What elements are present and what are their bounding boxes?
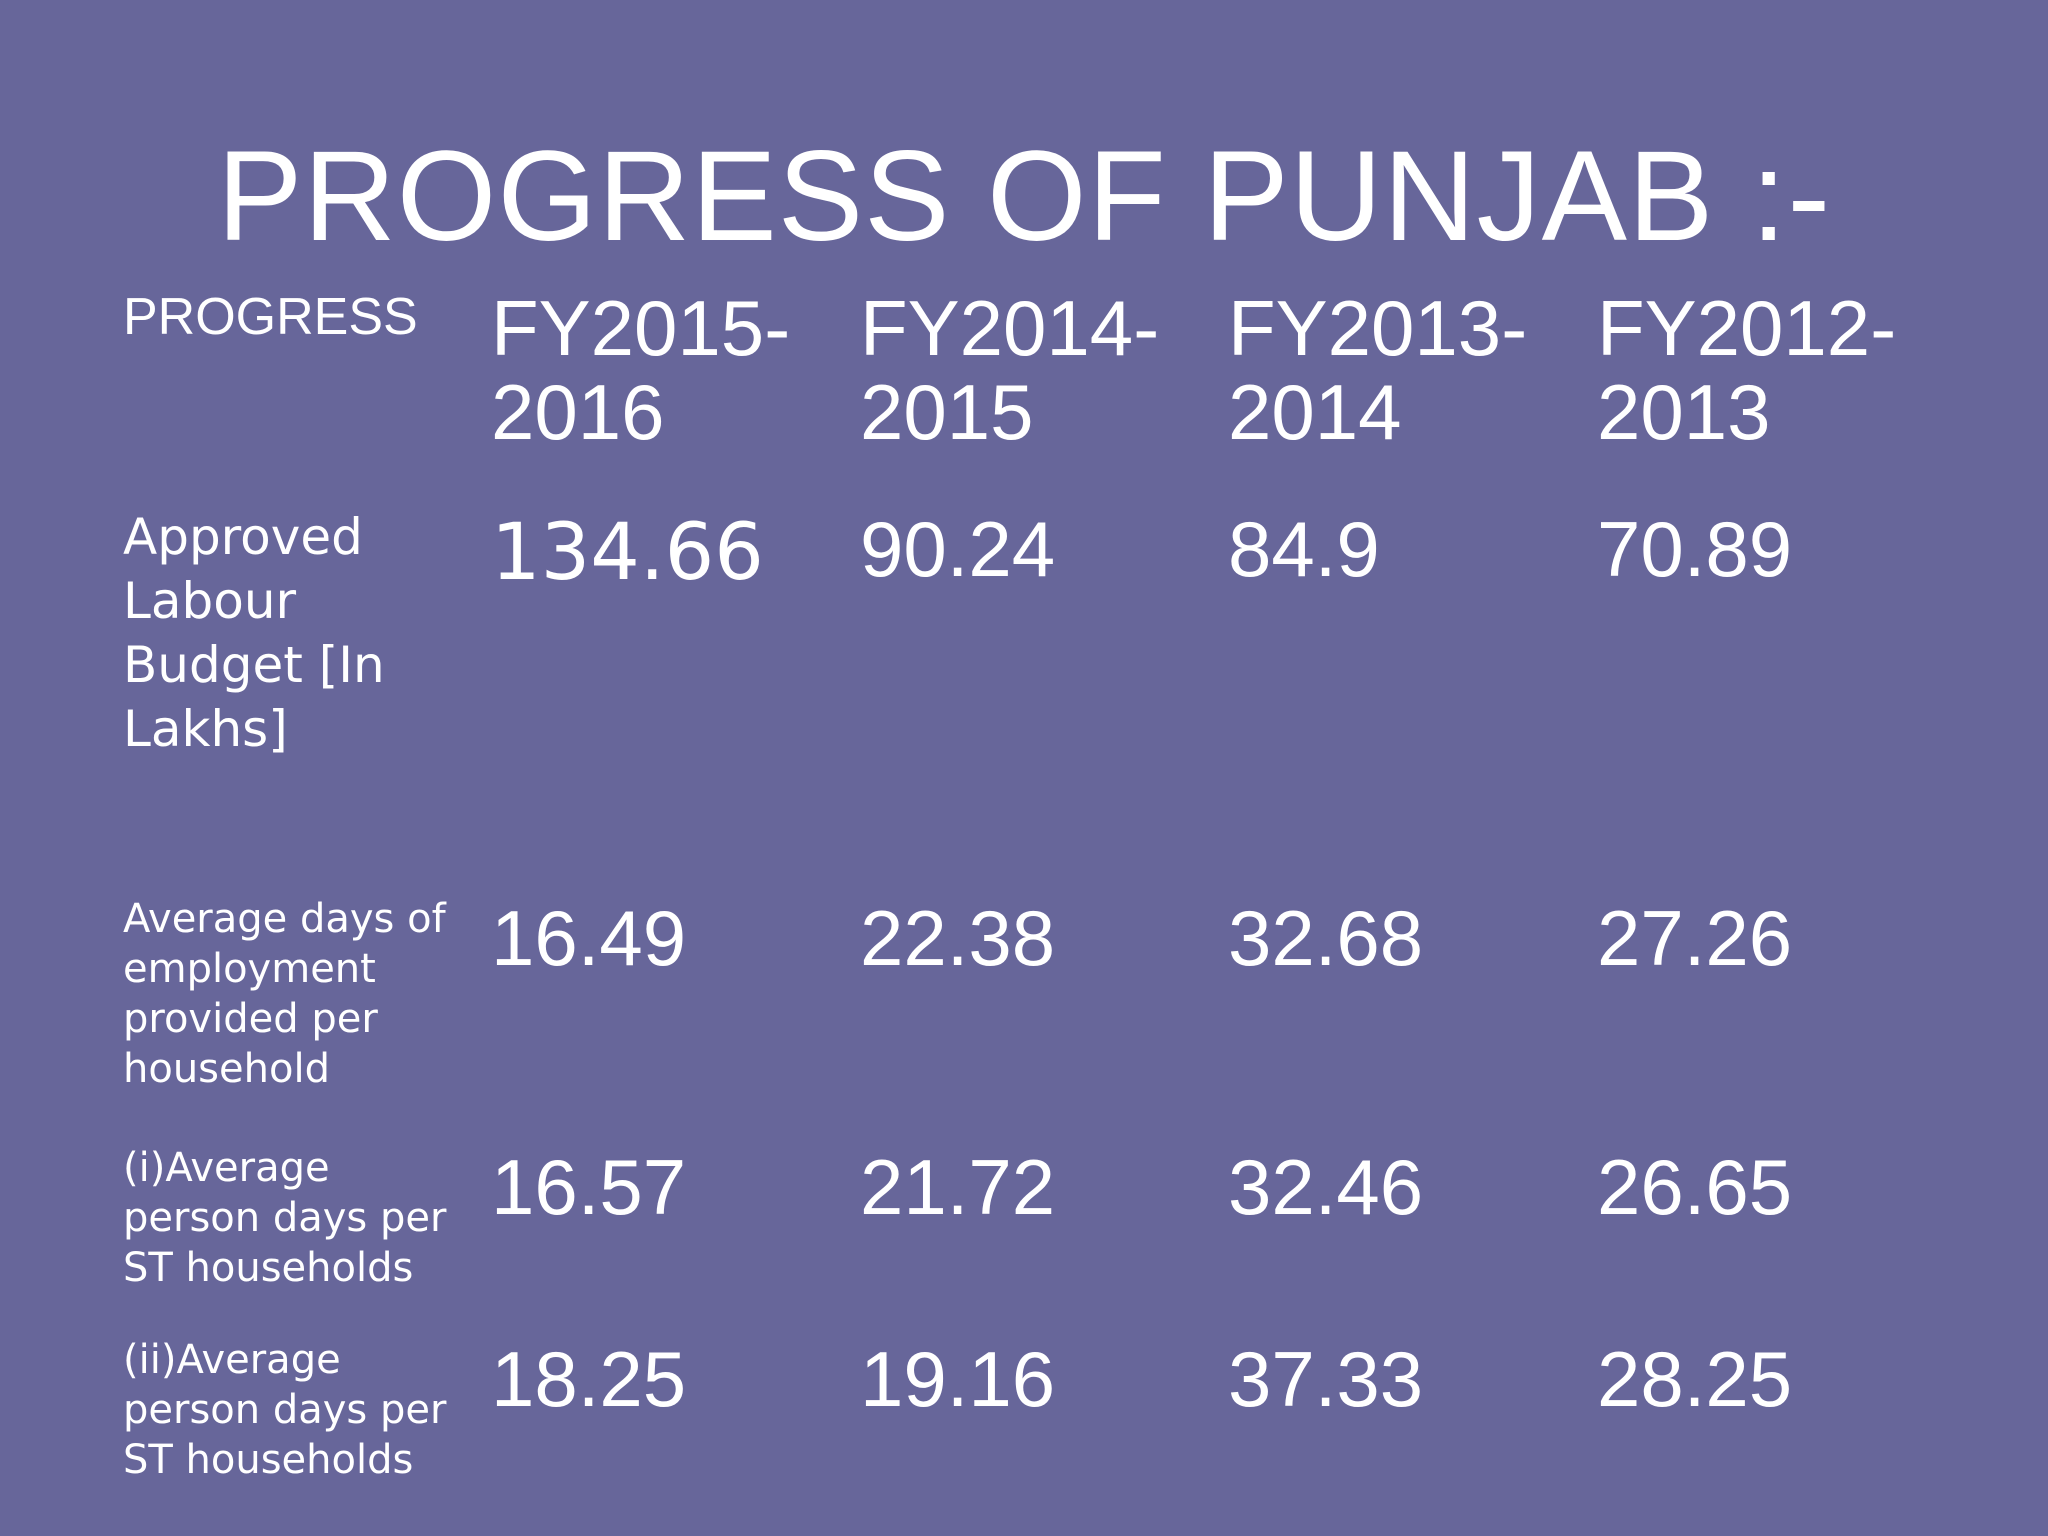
table-cell: 16.57 <box>491 1143 687 1231</box>
table-cell: 84.9 <box>1228 505 1380 593</box>
row-label-i-average-person-days-st: (i)Average person days per ST households <box>123 1145 447 1291</box>
header-year-2012-2013: FY2012- 2013 <box>1597 284 1897 456</box>
table-cell: 32.68 <box>1228 894 1424 982</box>
table-cell: 19.16 <box>860 1335 1056 1423</box>
header-progress-label: PROGRESS <box>123 288 418 346</box>
table-cell: 27.26 <box>1597 894 1793 982</box>
header-year-2013-2014: FY2013- 2014 <box>1228 284 1528 456</box>
table-cell: 70.89 <box>1597 505 1793 593</box>
header-year-2015-2016: FY2015- 2016 <box>491 284 791 456</box>
table-cell: 16.49 <box>491 894 687 982</box>
table-cell: 21.72 <box>860 1143 1056 1231</box>
table-cell: 90.24 <box>860 505 1056 593</box>
table-cell: 32.46 <box>1228 1143 1424 1231</box>
row-label-average-days-employment: Average days of employment provided per … <box>123 896 446 1092</box>
table-cell: 134.66 <box>491 508 764 598</box>
row-label-approved-labour-budget: Approved Labour Budget [In Lakhs] <box>123 508 385 758</box>
table-cell: 22.38 <box>860 894 1056 982</box>
table-cell: 37.33 <box>1228 1335 1424 1423</box>
slide-title: PROGRESS OF PUNJAB :- <box>216 125 1832 268</box>
row-label-ii-average-person-days-st: (ii)Average person days per ST household… <box>123 1337 447 1483</box>
table-cell: 26.65 <box>1597 1143 1793 1231</box>
table-cell: 28.25 <box>1597 1335 1793 1423</box>
table-cell: 18.25 <box>491 1335 687 1423</box>
header-year-2014-2015: FY2014- 2015 <box>860 284 1160 456</box>
